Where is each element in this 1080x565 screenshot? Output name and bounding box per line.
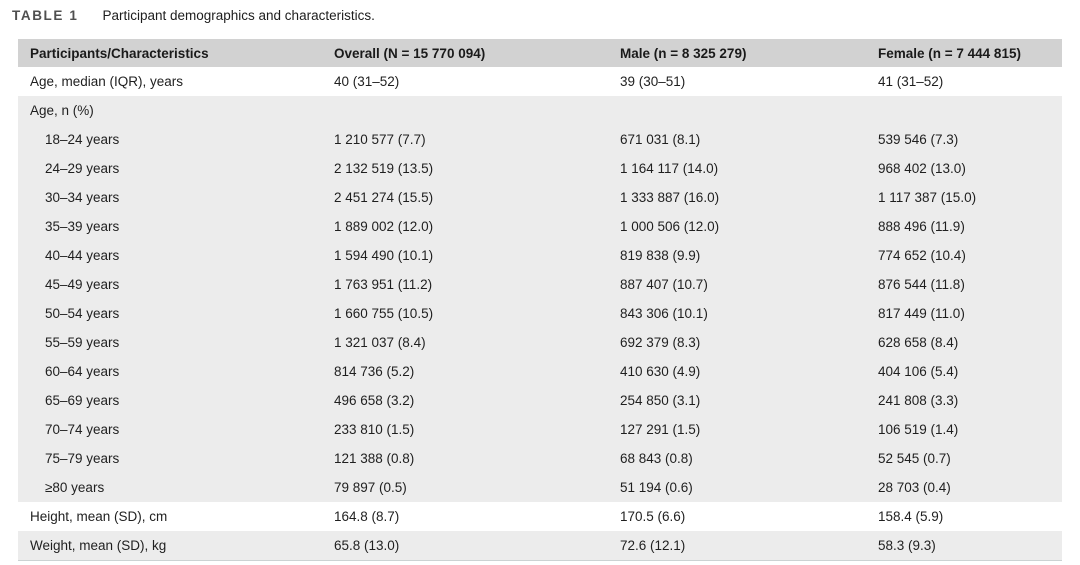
table-row: 24–29 years 2 132 519 (13.5) 1 164 117 (14… bbox=[18, 154, 1062, 183]
cell-value: 819 838 (9.9) bbox=[620, 248, 701, 263]
row-label: Height, mean (SD), cm bbox=[30, 509, 168, 524]
cell-value: 164.8 (8.7) bbox=[334, 509, 400, 524]
cell-value: 1 763 951 (11.2) bbox=[334, 277, 433, 292]
row-label: 18–24 years bbox=[45, 132, 120, 147]
table-row: 75–79 years 121 388 (0.8) 68 843 (0.8) 52 5… bbox=[18, 444, 1062, 473]
row-label: 35–39 years bbox=[45, 219, 120, 234]
row-label: 60–64 years bbox=[45, 364, 120, 379]
row-label: 70–74 years bbox=[45, 422, 120, 437]
table-row: 50–54 years 1 660 755 (10.5) 843 306 (10.1… bbox=[18, 299, 1062, 328]
cell-value: 1 594 490 (10.1) bbox=[334, 248, 434, 263]
cell-value bbox=[620, 96, 878, 125]
table-row: 60–64 years 814 736 (5.2) 410 630 (4.9) 404… bbox=[18, 357, 1062, 386]
table-row: 55–59 years 1 321 037 (8.4) 692 379 (8.3) 6… bbox=[18, 328, 1062, 357]
cell-value: 121 388 (0.8) bbox=[334, 451, 415, 466]
cell-value: 774 652 (10.4) bbox=[878, 248, 966, 263]
col-header-female: Female (n = 7 444 815) bbox=[878, 39, 1062, 67]
cell-value: 671 031 (8.1) bbox=[620, 132, 701, 147]
row-label: 55–59 years bbox=[45, 335, 120, 350]
cell-value: 1 660 755 (10.5) bbox=[334, 306, 434, 321]
cell-value: 41 (31–52) bbox=[878, 74, 944, 89]
table-row: 40–44 years 1 594 490 (10.1) 819 838 (9.9)… bbox=[18, 241, 1062, 270]
row-label: 40–44 years bbox=[45, 248, 120, 263]
col-header-participants-characteristics: Participants/Characteristics bbox=[18, 39, 334, 67]
row-label: 75–79 years bbox=[45, 451, 120, 466]
cell-value: 1 333 887 (16.0) bbox=[620, 190, 720, 205]
table-row: Age, n (%) bbox=[18, 96, 1062, 125]
demographics-table: Participants/Characteristics Overall (N … bbox=[18, 39, 1062, 561]
cell-value: 410 630 (4.9) bbox=[620, 364, 701, 379]
cell-value: 68 843 (0.8) bbox=[620, 451, 693, 466]
cell-value: 233 810 (1.5) bbox=[334, 422, 415, 437]
cell-value: 254 850 (3.1) bbox=[620, 393, 701, 408]
cell-value: 241 808 (3.3) bbox=[878, 393, 959, 408]
row-label: 45–49 years bbox=[45, 277, 120, 292]
cell-value: 79 897 (0.5) bbox=[334, 480, 407, 495]
cell-value bbox=[878, 96, 1062, 125]
cell-value: 52 545 (0.7) bbox=[878, 451, 951, 466]
cell-value: 404 106 (5.4) bbox=[878, 364, 959, 379]
cell-value: 1 889 002 (12.0) bbox=[334, 219, 434, 234]
table-row: 45–49 years 1 763 951 (11.2) 887 407 (10.7… bbox=[18, 270, 1062, 299]
cell-value: 817 449 (11.0) bbox=[878, 306, 965, 321]
table-row: 30–34 years 2 451 274 (15.5) 1 333 887 (16… bbox=[18, 183, 1062, 212]
cell-value: 2 451 274 (15.5) bbox=[334, 190, 434, 205]
row-label: Age, median (IQR), years bbox=[30, 74, 184, 89]
cell-value: 40 (31–52) bbox=[334, 74, 400, 89]
cell-value: 968 402 (13.0) bbox=[878, 161, 966, 176]
cell-value: 692 379 (8.3) bbox=[620, 335, 701, 350]
row-label: 24–29 years bbox=[45, 161, 120, 176]
cell-value: 1 117 387 (15.0) bbox=[878, 190, 977, 205]
cell-value: 1 164 117 (14.0) bbox=[620, 161, 719, 176]
cell-value: 887 407 (10.7) bbox=[620, 277, 708, 292]
table-row: Age, median (IQR), years 40 (31–52) 39 (30… bbox=[18, 67, 1062, 96]
cell-value: 65.8 (13.0) bbox=[334, 538, 400, 553]
table-row: 65–69 years 496 658 (3.2) 254 850 (3.1) 241… bbox=[18, 386, 1062, 415]
row-label: ≥80 years bbox=[45, 480, 105, 495]
table-header-row: Participants/Characteristics Overall (N … bbox=[18, 39, 1062, 67]
table-row: Height, mean (SD), cm 164.8 (8.7) 170.5 (6… bbox=[18, 502, 1062, 531]
cell-value: 58.3 (9.3) bbox=[878, 538, 936, 553]
table-caption: TABLE 1 Participant demographics and char… bbox=[12, 7, 1062, 25]
row-label: 50–54 years bbox=[45, 306, 120, 321]
table-body: Age, median (IQR), years 40 (31–52) 39 (30… bbox=[18, 67, 1062, 561]
cell-value: 1 321 037 (8.4) bbox=[334, 335, 426, 350]
row-label: 65–69 years bbox=[45, 393, 120, 408]
cell-value bbox=[334, 96, 620, 125]
cell-value: 539 546 (7.3) bbox=[878, 132, 959, 147]
cell-value: 843 306 (10.1) bbox=[620, 306, 708, 321]
cell-value: 158.4 (5.9) bbox=[878, 509, 944, 524]
cell-value: 72.6 (12.1) bbox=[620, 538, 686, 553]
cell-value: 51 194 (0.6) bbox=[620, 480, 693, 495]
cell-value: 170.5 (6.6) bbox=[620, 509, 686, 524]
col-header-overall: Overall (N = 15 770 094) bbox=[334, 39, 620, 67]
cell-value: 888 496 (11.9) bbox=[878, 219, 965, 234]
cell-value: 28 703 (0.4) bbox=[878, 480, 951, 495]
row-label: 30–34 years bbox=[45, 190, 120, 205]
table-row: 70–74 years 233 810 (1.5) 127 291 (1.5) 106… bbox=[18, 415, 1062, 444]
cell-value: 2 132 519 (13.5) bbox=[334, 161, 434, 176]
cell-value: 1 210 577 (7.7) bbox=[334, 132, 426, 147]
cell-value: 628 658 (8.4) bbox=[878, 335, 959, 350]
table-number-label: TABLE 1 bbox=[12, 8, 79, 23]
table-title-text: Participant demographics and characteris… bbox=[102, 8, 375, 23]
table-row: Weight, mean (SD), kg 65.8 (13.0) 72.6 (12… bbox=[18, 531, 1062, 561]
col-header-male: Male (n = 8 325 279) bbox=[620, 39, 878, 67]
cell-value: 1 000 506 (12.0) bbox=[620, 219, 720, 234]
row-label: Weight, mean (SD), kg bbox=[30, 538, 167, 553]
cell-value: 814 736 (5.2) bbox=[334, 364, 415, 379]
table-row: ≥80 years 79 897 (0.5) 51 194 (0.6) 28 703 … bbox=[18, 473, 1062, 502]
cell-value: 496 658 (3.2) bbox=[334, 393, 415, 408]
cell-value: 127 291 (1.5) bbox=[620, 422, 701, 437]
cell-value: 876 544 (11.8) bbox=[878, 277, 965, 292]
cell-value: 39 (30–51) bbox=[620, 74, 686, 89]
table-row: 18–24 years 1 210 577 (7.7) 671 031 (8.1) 5… bbox=[18, 125, 1062, 154]
table-row: 35–39 years 1 889 002 (12.0) 1 000 506 (12… bbox=[18, 212, 1062, 241]
cell-value: 106 519 (1.4) bbox=[878, 422, 959, 437]
row-label: Age, n (%) bbox=[30, 103, 94, 118]
